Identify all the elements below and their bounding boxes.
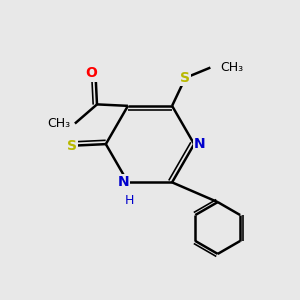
Text: S: S xyxy=(67,139,77,153)
Text: N: N xyxy=(194,137,205,151)
Text: H: H xyxy=(125,194,134,206)
Text: N: N xyxy=(118,176,129,189)
Text: CH₃: CH₃ xyxy=(47,117,70,130)
Text: S: S xyxy=(180,71,190,85)
Text: CH₃: CH₃ xyxy=(220,61,243,74)
Text: O: O xyxy=(85,67,97,80)
